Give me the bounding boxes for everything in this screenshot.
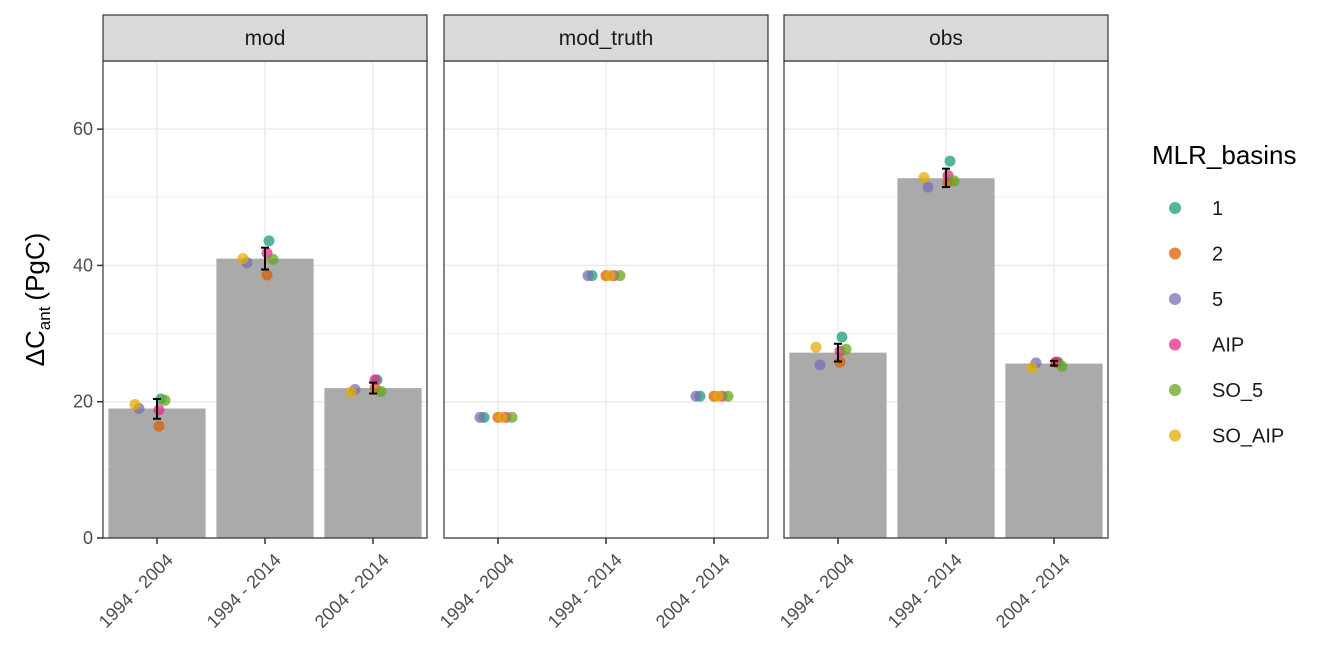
x-tick-label: 1994 - 2004 [776, 550, 858, 632]
point-mod-2-SO_AIP [345, 386, 357, 398]
legend-entry-AIP: AIP [1169, 335, 1244, 357]
error-bar-obs-2 [1050, 359, 1058, 367]
point-mod-0-AIP [153, 404, 165, 416]
strip-background [443, 14, 769, 62]
point-mod-0-2 [153, 420, 165, 432]
point-mod-1-SO_AIP [237, 253, 249, 265]
y-tick-label: 20 [73, 392, 93, 412]
y-axis: 0 20 40 60 [73, 119, 103, 548]
facet-panels: mod mod_truth obs [102, 14, 1109, 539]
point-mod_truth-2-SO_AIP [712, 390, 724, 402]
x-tick-label: 1994 - 2014 [884, 550, 966, 632]
x-tick-label: 1994 - 2014 [544, 550, 626, 632]
point-mod-1-2 [261, 269, 273, 281]
legend-label: AIP [1212, 335, 1244, 357]
legend-label: 5 [1212, 289, 1223, 311]
legend-label: 1 [1212, 198, 1223, 220]
point-obs-1-1 [944, 155, 956, 167]
legend-key [1169, 293, 1181, 305]
legend-label: SO_AIP [1212, 426, 1284, 448]
facet-mod_truth: mod_truth [443, 14, 769, 539]
strip-background [783, 14, 1109, 62]
bar-obs-0 [789, 352, 887, 538]
point-mod_truth-0-SO_AIP [496, 411, 508, 423]
point-mod_truth-0-SO_5 [506, 411, 518, 423]
legend-key [1169, 338, 1181, 351]
legend-entry-SO_AIP: SO_AIP [1169, 426, 1284, 448]
facet-obs: obs [783, 14, 1109, 539]
bar-obs-2 [1005, 363, 1103, 538]
error-bar-mod-1 [261, 246, 269, 271]
point-obs-1-SO_AIP [918, 172, 930, 184]
legend-key [1169, 202, 1181, 214]
legend-entry-SO_5: SO_5 [1169, 380, 1263, 402]
point-mod-1-1 [263, 235, 275, 247]
x-tick-label: 1994 - 2004 [95, 550, 177, 632]
legend-label: 2 [1212, 244, 1223, 266]
bar-mod-2 [324, 388, 422, 538]
facet-mod: mod [102, 14, 428, 539]
strip-label-mod: mod [245, 27, 286, 50]
x-tick-label: 1994 - 2014 [203, 550, 285, 632]
point-obs-1-5 [922, 181, 934, 193]
x-tick-label: 2004 - 2014 [652, 550, 734, 632]
legend-key [1169, 247, 1181, 260]
point-mod-1-SO_5 [267, 253, 279, 265]
point-mod_truth-1-SO_5 [614, 270, 626, 282]
point-mod_truth-1-SO_AIP [604, 270, 616, 282]
point-obs-2-SO_AIP [1026, 362, 1038, 374]
strip-label-mod_truth: mod_truth [559, 27, 654, 50]
point-obs-2-SO_5 [1056, 360, 1068, 372]
x-tick-label: 2004 - 2014 [311, 550, 393, 632]
error-bar-obs-0 [834, 342, 842, 363]
legend-title: MLR_basins [1152, 140, 1297, 170]
x-tick-label: 1994 - 2004 [436, 550, 518, 632]
strip-background [102, 14, 428, 62]
y-tick-label: 40 [73, 255, 93, 275]
strip-label-obs: obs [929, 27, 963, 50]
x-tick-label: 2004 - 2014 [992, 550, 1074, 632]
y-title-unit: (PgC) [20, 233, 50, 301]
legend-label: SO_5 [1212, 380, 1263, 402]
point-mod-2-AIP [369, 374, 381, 386]
point-obs-0-SO_5 [840, 343, 852, 355]
point-mod-0-SO_5 [159, 394, 171, 406]
bar-obs-1 [897, 178, 995, 538]
legend-entry-5: 5 [1169, 289, 1223, 311]
y-title-subscript: ant [35, 306, 54, 330]
point-obs-1-SO_5 [948, 175, 960, 187]
legend: MLR_basins 1 2 5 AIP SO_5 SO_AIP [1152, 140, 1297, 448]
legend-key [1169, 429, 1181, 442]
point-mod-0-SO_AIP [129, 398, 141, 410]
x-axes: 1994 - 2004 1994 - 2014 2004 - 2014 1994 - … [95, 538, 1074, 632]
legend-entry-1: 1 [1169, 198, 1223, 220]
y-title-base: ΔC [20, 330, 50, 366]
y-axis-title-text: ΔCant (PgC) [20, 233, 54, 367]
point-mod_truth-2-SO_5 [722, 390, 734, 402]
legend-entry-2: 2 [1169, 244, 1223, 266]
point-obs-0-1 [836, 331, 848, 343]
y-tick-label: 0 [83, 528, 93, 548]
point-mod_truth-0-5 [474, 411, 486, 423]
point-mod_truth-1-5 [582, 270, 594, 282]
bar-mod-1 [216, 258, 314, 538]
error-bar-mod-2 [369, 381, 377, 395]
point-mod-2-SO_5 [375, 385, 387, 397]
y-axis-title: ΔCant (PgC) [20, 233, 54, 367]
point-obs-0-5 [814, 359, 826, 371]
error-bar-mod-0 [153, 397, 161, 420]
y-tick-label: 60 [73, 119, 93, 139]
error-bar-obs-1 [942, 167, 950, 189]
point-mod_truth-2-5 [690, 390, 702, 402]
point-obs-0-SO_AIP [810, 341, 822, 353]
legend-key [1169, 384, 1181, 396]
